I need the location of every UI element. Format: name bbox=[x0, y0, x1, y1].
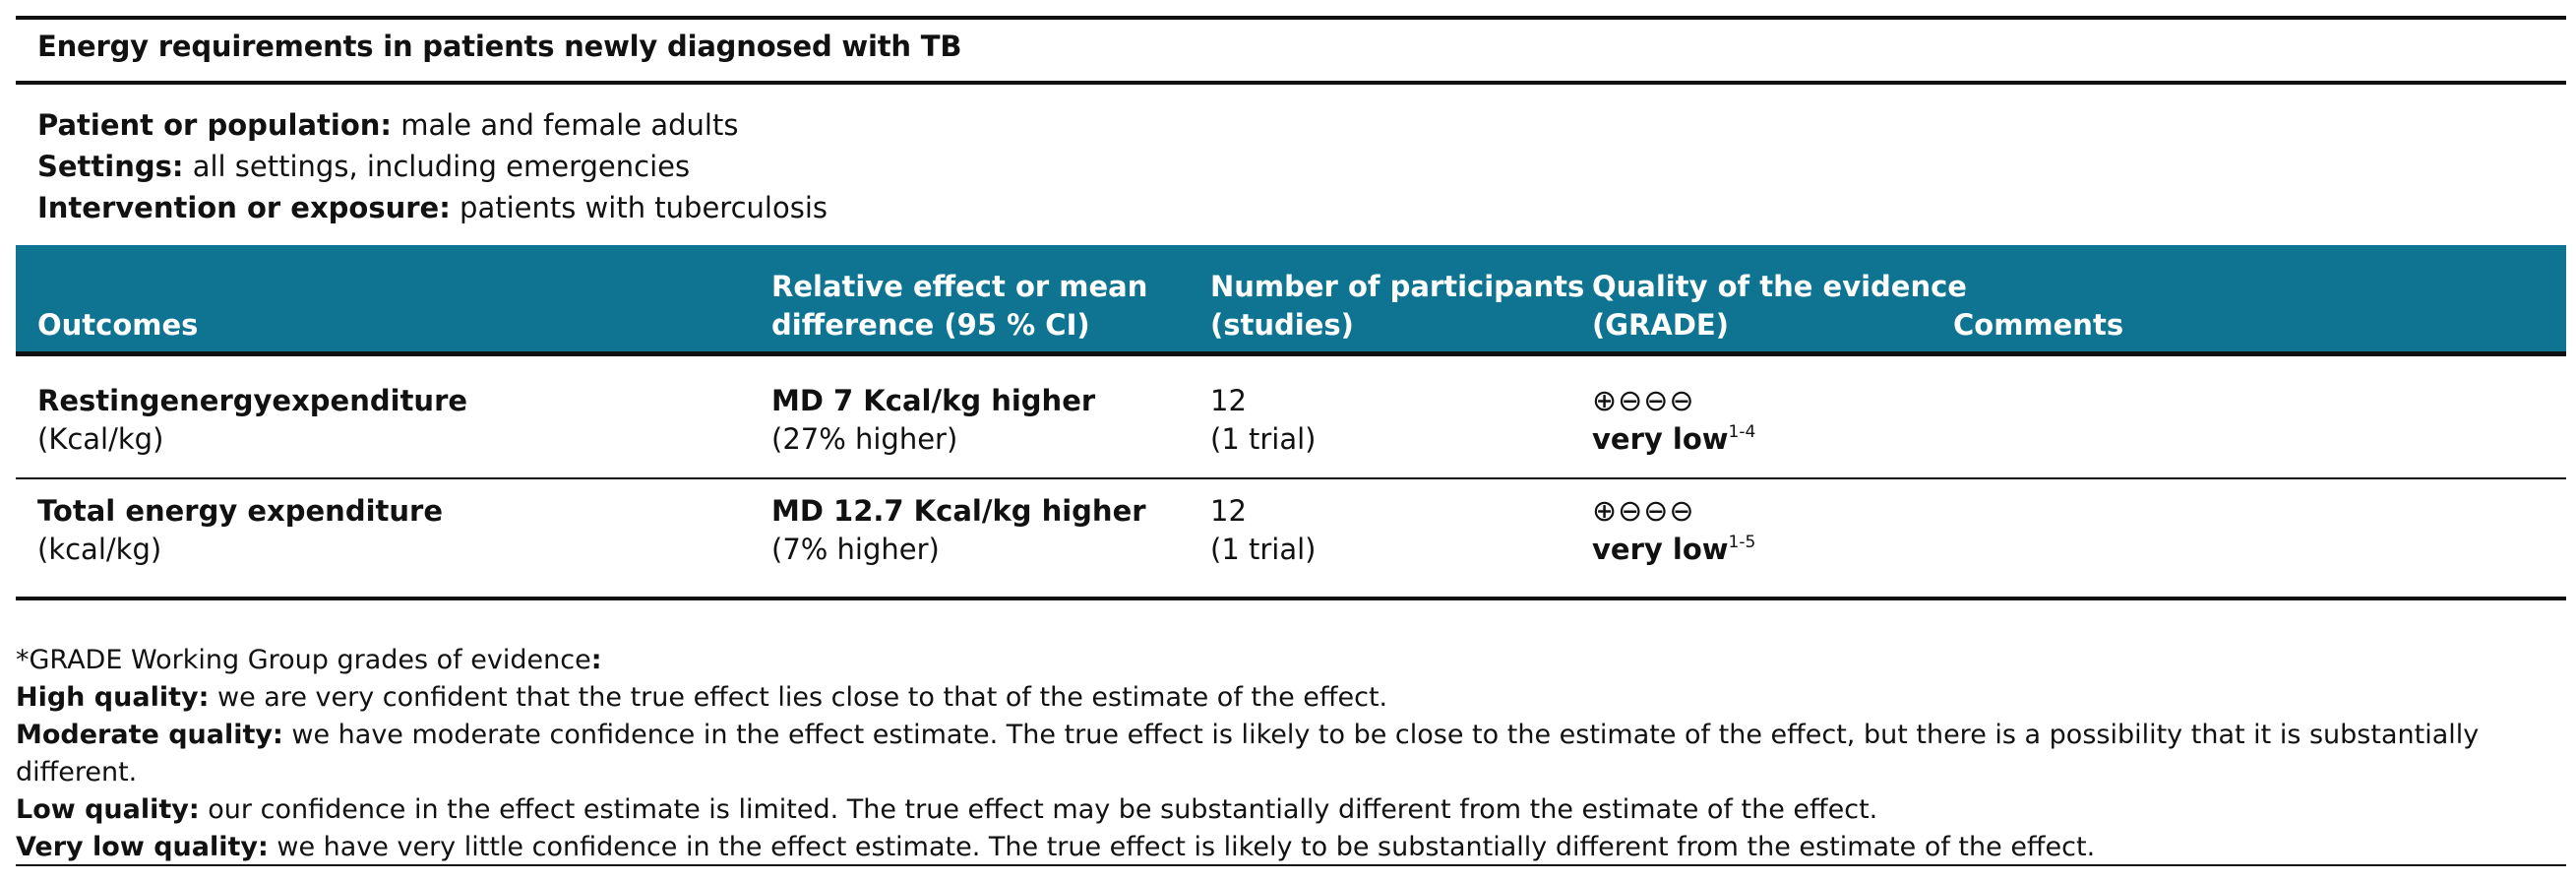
col-participants: Number of participants (studies) bbox=[1210, 270, 1585, 342]
table-header: Outcomes Relative effect or mean differe… bbox=[16, 245, 2566, 353]
grade-symbols-icon: ⊕⊖⊖⊖ bbox=[1592, 384, 1695, 418]
pico-population: Patient or population: male and female a… bbox=[37, 104, 828, 146]
pico-intervention: Intervention or exposure: patients with … bbox=[37, 187, 828, 228]
pico-settings: Settings: all settings, including emerge… bbox=[37, 146, 828, 187]
grade-symbols-icon: ⊕⊖⊖⊖ bbox=[1592, 494, 1695, 529]
row-quality: ⊕⊖⊖⊖ very low1-4 bbox=[1592, 384, 1756, 456]
row-quality: ⊕⊖⊖⊖ very low1-5 bbox=[1592, 494, 1756, 566]
pico-block: Patient or population: male and female a… bbox=[37, 104, 828, 228]
table-bottom-rule bbox=[16, 597, 2566, 600]
footnote-high: High quality: we are very confident that… bbox=[16, 682, 1388, 713]
col-outcomes: Outcomes bbox=[37, 308, 199, 342]
col-quality: Quality of the evidence (GRADE) bbox=[1592, 270, 1967, 342]
table-title: Energy requirements in patients newly di… bbox=[37, 30, 962, 63]
pico-population-label: Patient or population: bbox=[37, 108, 393, 142]
pico-intervention-value: patients with tuberculosis bbox=[460, 191, 828, 224]
row-effect: MD 7 Kcal/kg higher (27% higher) bbox=[771, 384, 1096, 456]
footnote-very-low: Very low quality: we have very little co… bbox=[16, 832, 2096, 862]
footnote-low: Low quality: our confidence in the effec… bbox=[16, 794, 1878, 825]
bottom-rule bbox=[16, 864, 2566, 866]
row-divider bbox=[16, 477, 2566, 479]
row-effect: MD 12.7 Kcal/kg higher (7% higher) bbox=[771, 494, 1146, 566]
row-participants: 12 (1 trial) bbox=[1210, 494, 1317, 566]
pico-settings-label: Settings: bbox=[37, 150, 184, 183]
title-rule bbox=[16, 81, 2566, 85]
pico-intervention-label: Intervention or exposure: bbox=[37, 191, 451, 224]
footnote-intro: *GRADE Working Group grades of evidence: bbox=[16, 645, 602, 675]
pico-population-value: male and female adults bbox=[400, 108, 739, 142]
col-comments: Comments bbox=[1953, 308, 2124, 342]
row-outcome: Resting energy expenditure (Kcal/kg) bbox=[37, 384, 468, 456]
row-outcome: Total energy expenditure (kcal/kg) bbox=[37, 494, 443, 566]
grade-footnotes: *GRADE Working Group grades of evidence:… bbox=[16, 642, 2576, 866]
row-participants: 12 (1 trial) bbox=[1210, 384, 1317, 456]
pico-settings-value: all settings, including emergencies bbox=[192, 150, 691, 183]
col-effect: Relative effect or mean difference (95 %… bbox=[771, 270, 1148, 342]
footnote-moderate: Moderate quality: we have moderate confi… bbox=[16, 720, 2480, 788]
header-rule bbox=[16, 351, 2566, 356]
top-rule bbox=[16, 16, 2566, 20]
